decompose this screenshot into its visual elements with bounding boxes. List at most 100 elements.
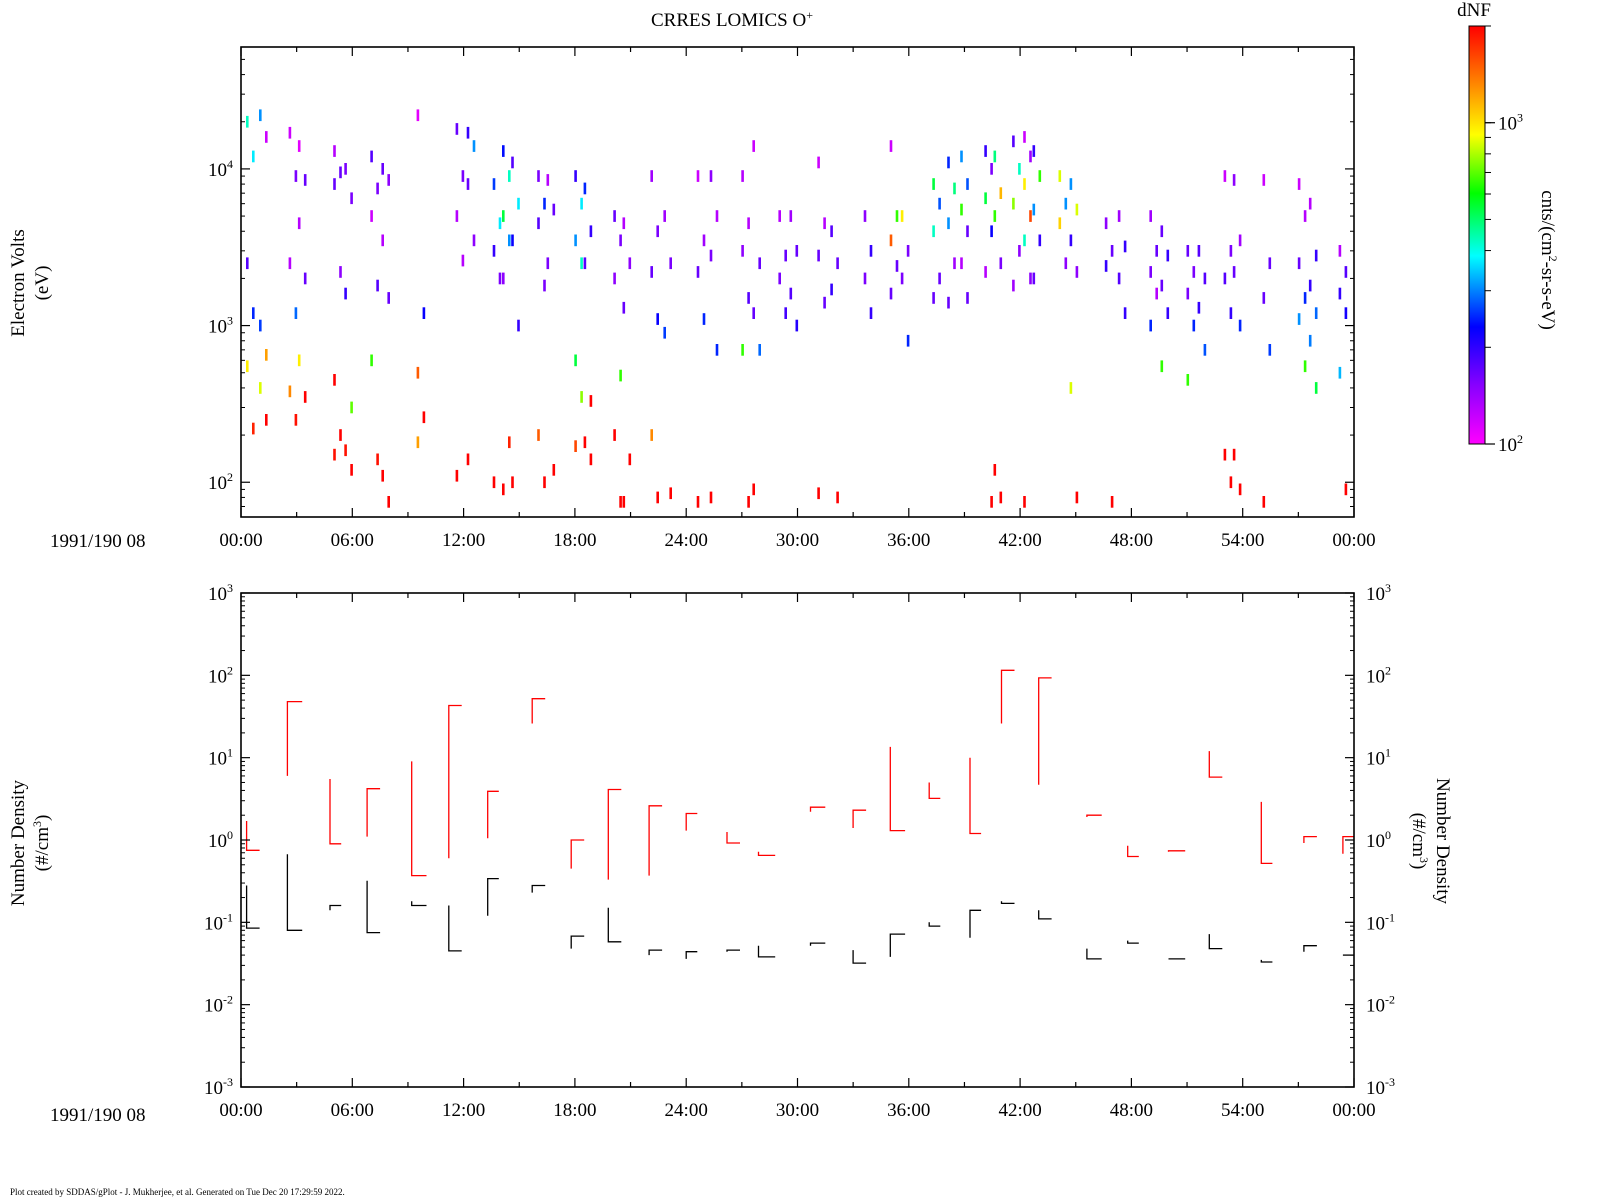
spectrogram-cell [1064,197,1068,210]
spectrogram-cell [552,464,556,476]
spectrogram-cell [259,382,262,394]
spectrogram-cell [709,491,713,504]
red-density-step [1127,845,1139,858]
spectrogram-cell [502,210,505,222]
spectrogram-cell [294,307,298,319]
black-density-step [969,909,982,938]
spectrogram-cell [1238,234,1242,247]
y-tick-label-right: 103 [1366,581,1391,605]
spectrogram-cell [1064,257,1068,270]
spectrogram-cell [376,182,379,195]
spectrogram-cell [613,272,616,285]
spectrogram-cell [1038,170,1042,182]
spectrogram-cell [1018,245,1021,257]
spectrogram-cell [288,257,292,270]
black-density-step [1086,948,1102,960]
spectrogram-cell [502,145,505,157]
spectrogram-cell [900,272,904,285]
red-density-step [1000,669,1015,724]
spectrogram-cell [303,272,307,285]
red-density-step [329,779,342,845]
x-tick-label: 12:00 [442,1100,485,1121]
spectrogram-cell [1223,170,1227,182]
spectrogram-cell [1166,249,1170,262]
spectrogram-cell [1012,279,1015,292]
x-tick-label: 36:00 [887,530,930,551]
chart-title-superscript: + [806,8,813,22]
spectrogram-cell [333,374,336,386]
spectrogram-cell [508,170,511,182]
red-density-step [411,761,427,877]
spectrogram-cell [387,292,390,304]
y-tick-label: 104 [208,157,233,181]
spectrogram-cell [1344,483,1348,496]
spectrogram-cell [895,260,899,272]
spectrogram-cell [543,197,546,210]
spectrogram-cell [511,476,514,489]
red-density-step [889,746,906,832]
spectrogram-cell [517,319,520,332]
y-tick-label-right: 102 [1366,663,1391,687]
red-density-step [448,704,462,859]
black-density-step [648,949,663,956]
red-density-step [245,821,260,851]
spectrogram-cell [492,245,496,257]
spectrogram-cell [817,487,820,500]
black-density-step [757,945,776,958]
spectrogram-panel: 102 103 104 00:00 06:00 12:00 18:00 24:00 30:00… [8,46,1376,552]
spectrogram-cell [1344,266,1348,278]
spectrogram-cell [589,395,593,407]
spectrogram-cell [1117,210,1121,222]
black-density-step [245,885,260,929]
spectrogram-cell [1155,287,1158,300]
spectrogram-cell [960,203,963,216]
black-density-step [889,933,906,957]
spectrogram-cell [1303,292,1307,304]
spectrogram-cell [993,210,997,222]
spectrogram-cell [622,496,626,508]
spectrogram-cell [574,354,577,367]
spectrogram-cell [350,464,353,476]
spectrogram-cell [583,257,587,270]
spectrogram-cell [466,126,470,139]
colorbar-gradient [1468,25,1486,445]
red-density-step [1208,751,1223,778]
spectrogram-cell [747,496,750,508]
black-density-step [570,935,585,949]
spectrogram-cell [869,307,873,319]
black-density-step [329,904,342,911]
spectrogram-cell [984,145,987,157]
spectrogram-cell [1262,292,1266,304]
black-density-step [1000,901,1015,905]
spectrogram-cell [1038,234,1042,247]
spectrogram-cell [350,192,353,205]
spectrogram-cell [259,109,262,122]
footer-credit: Plot created by SDDAS/gPlot - J. Mukherj… [10,1187,345,1197]
spectrogram-cell [574,440,577,452]
spectrogram-cell [1203,344,1207,356]
spectrogram-cell [932,225,935,238]
spectrogram-cell [1075,266,1079,278]
spectrogram-cell [960,257,963,270]
spectrogram-cell [1012,197,1015,210]
spectrogram-cell [752,307,755,319]
spectrogram-cell [889,234,893,247]
spectrogram-cell [1023,234,1026,247]
spectrogram-frame [240,46,1355,518]
y-tick-label-left: 102 [208,663,233,687]
density-start-label: 1991/190 08 [50,1105,146,1126]
spectrogram-cell [1117,272,1121,285]
spectrogram-cell [1232,266,1236,278]
spectrogram-cell [333,448,336,461]
spectrogram-cell [297,217,301,230]
x-tick-label: 24:00 [665,530,708,551]
spectrogram-cell [656,225,659,238]
spectrogram-cell [294,414,298,426]
spectrogram-cell [370,210,373,222]
spectrogram-cell [993,150,997,163]
red-density-step [969,757,982,835]
spectrogram-cell [537,217,540,230]
x-tick-label: 42:00 [998,530,1041,551]
spectrogram-cell [663,210,666,222]
spectrogram-cell [830,283,833,296]
